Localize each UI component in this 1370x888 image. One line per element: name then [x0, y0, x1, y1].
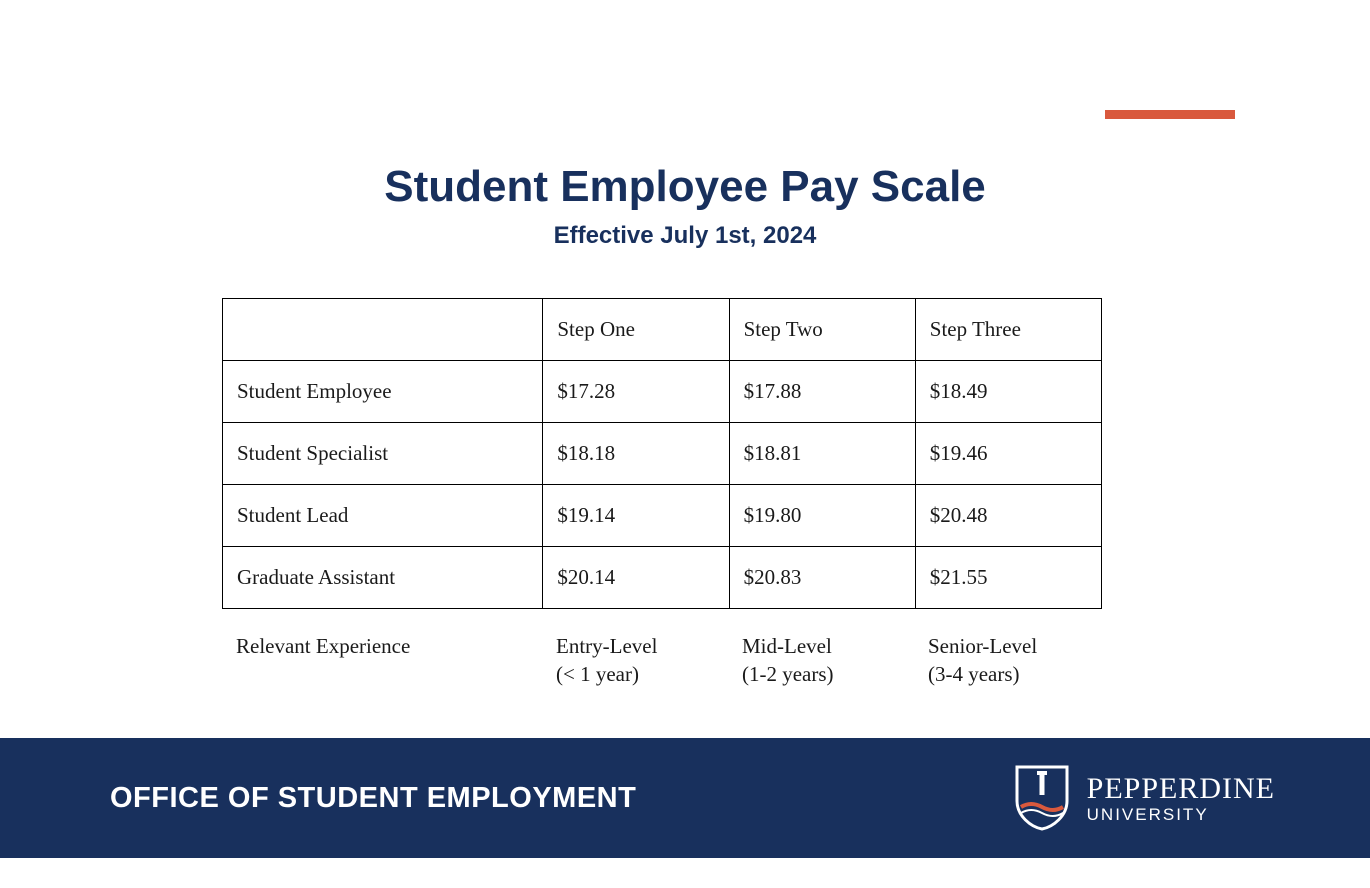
- cell: $20.48: [915, 485, 1101, 547]
- col-step-one: Step One: [543, 299, 729, 361]
- cell: $18.49: [915, 361, 1101, 423]
- table-row: Student Employee $17.28 $17.88 $18.49: [223, 361, 1102, 423]
- footer-office-label: OFFICE OF STUDENT EMPLOYMENT: [110, 782, 636, 815]
- page-subtitle: Effective July 1st, 2024: [0, 222, 1370, 250]
- level-range: (3-4 years): [928, 662, 1020, 686]
- experience-level: Senior-Level (3-4 years): [914, 624, 1100, 689]
- cell: $17.88: [729, 361, 915, 423]
- row-label: Student Specialist: [223, 423, 543, 485]
- level-name: Senior-Level: [928, 634, 1037, 658]
- table-row: Student Lead $19.14 $19.80 $20.48: [223, 485, 1102, 547]
- accent-bar: [1105, 110, 1235, 119]
- footer-logo: PEPPERDINE UNIVERSITY: [1011, 761, 1275, 836]
- pay-table: Step One Step Two Step Three Student Emp…: [222, 298, 1102, 609]
- level-name: Entry-Level: [556, 634, 657, 658]
- logo-line2: UNIVERSITY: [1087, 806, 1275, 823]
- experience-level: Mid-Level (1-2 years): [728, 624, 914, 689]
- col-step-two: Step Two: [729, 299, 915, 361]
- level-name: Mid-Level: [742, 634, 832, 658]
- col-step-three: Step Three: [915, 299, 1101, 361]
- experience-level: Entry-Level (< 1 year): [542, 624, 728, 689]
- level-range: (< 1 year): [556, 662, 639, 686]
- pepperdine-shield-icon: [1011, 761, 1073, 836]
- level-range: (1-2 years): [742, 662, 834, 686]
- cell: $17.28: [543, 361, 729, 423]
- row-label: Graduate Assistant: [223, 547, 543, 609]
- cell: $18.81: [729, 423, 915, 485]
- cell: $18.18: [543, 423, 729, 485]
- row-label: Student Lead: [223, 485, 543, 547]
- cell: $19.46: [915, 423, 1101, 485]
- table-header-row: Step One Step Two Step Three: [223, 299, 1102, 361]
- page: Student Employee Pay Scale Effective Jul…: [0, 0, 1370, 888]
- cell: $20.83: [729, 547, 915, 609]
- cell: $19.80: [729, 485, 915, 547]
- table-row: Student Specialist $18.18 $18.81 $19.46: [223, 423, 1102, 485]
- experience-row: Relevant Experience Entry-Level (< 1 yea…: [222, 624, 1102, 689]
- logo-text: PEPPERDINE UNIVERSITY: [1087, 774, 1275, 823]
- col-blank: [223, 299, 543, 361]
- table-row: Graduate Assistant $20.14 $20.83 $21.55: [223, 547, 1102, 609]
- page-title: Student Employee Pay Scale: [0, 162, 1370, 212]
- footer-bar: OFFICE OF STUDENT EMPLOYMENT PEPPERDINE …: [0, 738, 1370, 858]
- row-label: Student Employee: [223, 361, 543, 423]
- cell: $19.14: [543, 485, 729, 547]
- cell: $20.14: [543, 547, 729, 609]
- cell: $21.55: [915, 547, 1101, 609]
- logo-line1: PEPPERDINE: [1087, 774, 1275, 804]
- pay-table-wrap: Step One Step Two Step Three Student Emp…: [222, 298, 1102, 609]
- experience-label: Relevant Experience: [222, 624, 542, 689]
